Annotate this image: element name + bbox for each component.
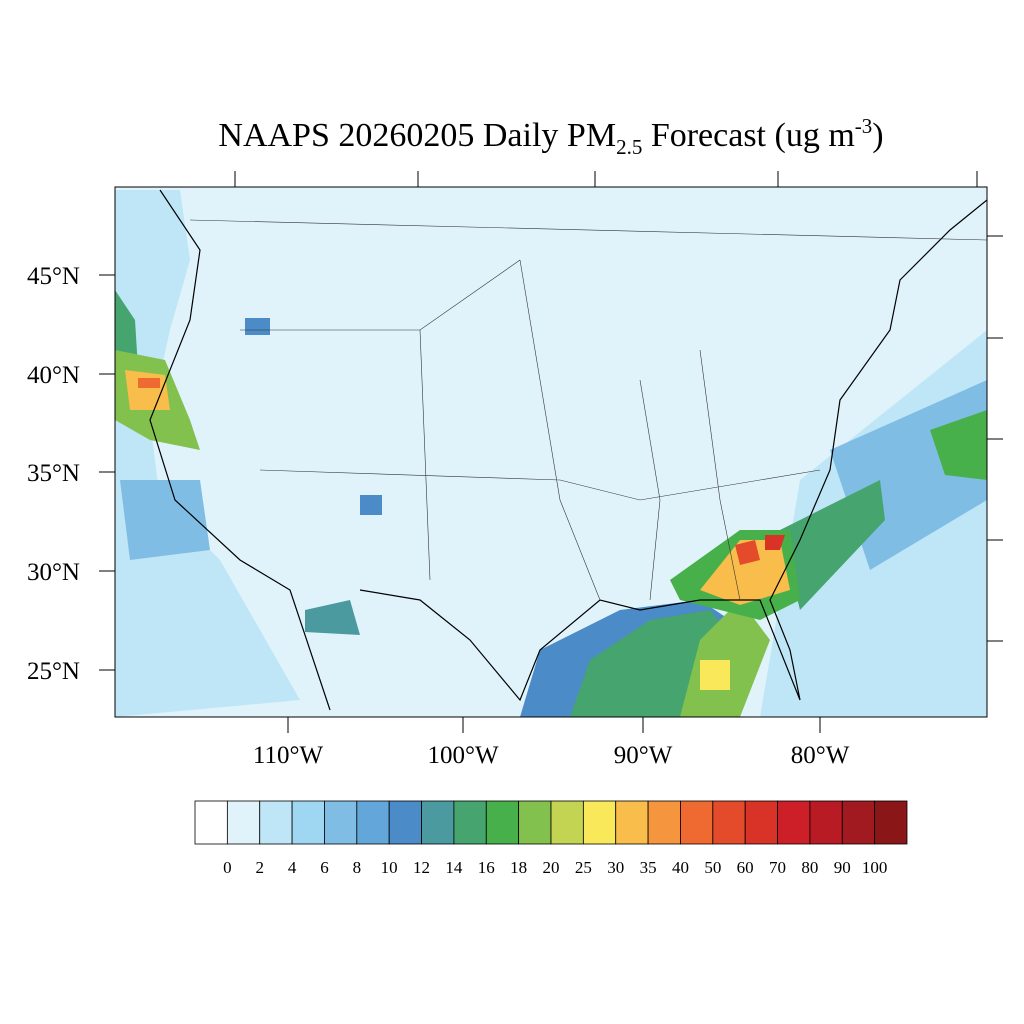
colorbar-label: 30 <box>607 858 624 877</box>
lon-label: 90°W <box>614 742 673 769</box>
region <box>700 660 730 690</box>
colorbar-label: 2 <box>255 858 264 877</box>
region <box>115 190 300 717</box>
colorbar: 0 2 4 6 8 10 12 14 16 18 20 25 30 35 40 50 60 70 80 90 100 <box>194 800 908 877</box>
colorbar-label: 80 <box>801 858 818 877</box>
colorbar-box <box>324 800 358 845</box>
title-rest: Forecast (ug m <box>642 117 854 154</box>
colorbar-label: 25 <box>575 858 592 877</box>
colorbar-box <box>388 800 422 845</box>
lat-label: 25°N <box>27 658 80 685</box>
colorbar-label: 0 <box>223 858 232 877</box>
title-main: NAAPS 20260205 Daily PM <box>218 117 616 154</box>
title-end: ) <box>872 117 883 154</box>
colorbar-box <box>518 800 552 845</box>
colorbar-box <box>485 800 520 845</box>
region <box>930 410 987 480</box>
region <box>120 480 210 560</box>
colorbar-label: 18 <box>510 858 527 877</box>
colorbar-box <box>647 800 681 845</box>
region <box>125 370 170 410</box>
colorbar-box <box>712 800 746 845</box>
colorbar-box <box>291 800 325 845</box>
colorbar-label: 6 <box>320 858 329 877</box>
colorbar-label: 90 <box>834 858 851 877</box>
title: NAAPS 20260205 Daily PM2.5 Forecast (ug … <box>218 114 883 159</box>
colorbar-label: 12 <box>413 858 430 877</box>
colorbar-label: 8 <box>353 858 362 877</box>
region <box>360 495 382 515</box>
colorbar-label: 100 <box>862 858 888 877</box>
title-sub: 2.5 <box>616 135 642 159</box>
title-sup: -3 <box>855 114 873 138</box>
lat-label: 45°N <box>27 263 80 290</box>
colorbar-box <box>421 800 455 845</box>
borders <box>189 219 987 601</box>
colorbar-box <box>874 800 908 845</box>
lat-label: 35°N <box>27 460 80 487</box>
colorbar-box <box>194 800 228 845</box>
colorbar-label: 35 <box>640 858 657 877</box>
colorbar-box <box>777 800 811 845</box>
map <box>99 171 1003 733</box>
colorbar-label: 70 <box>769 858 786 877</box>
axis-labels: 45°N 40°N 35°N 30°N 25°N 110°W 100°W 90°W 80°W <box>27 263 850 769</box>
colorbar-box <box>582 800 617 845</box>
region <box>735 540 760 565</box>
colorbar-label: 60 <box>737 858 754 877</box>
colorbar-box <box>226 800 261 845</box>
colorbar-label: 50 <box>704 858 721 877</box>
coastline <box>149 189 987 711</box>
colorbar-label: 14 <box>445 858 463 877</box>
colorbar-label: 10 <box>381 858 398 877</box>
colorbar-label: 4 <box>288 858 297 877</box>
colorbar-box <box>744 800 778 845</box>
colorbar-box <box>680 800 714 845</box>
lon-label: 110°W <box>253 742 324 769</box>
region <box>765 535 785 550</box>
region <box>780 480 885 610</box>
colorbar-label: 20 <box>543 858 560 877</box>
colorbar-box <box>809 800 843 845</box>
lon-label: 100°W <box>427 742 498 769</box>
colorbar-box <box>259 800 293 845</box>
lat-label: 40°N <box>27 362 80 389</box>
region <box>700 540 790 605</box>
colorbar-box <box>841 800 876 845</box>
region <box>245 318 270 335</box>
colorbar-box <box>550 800 584 845</box>
lon-label: 80°W <box>791 742 850 769</box>
region <box>138 378 160 388</box>
lat-label: 30°N <box>27 559 80 586</box>
colorbar-box <box>453 800 487 845</box>
colorbar-label: 40 <box>672 858 689 877</box>
region <box>305 600 360 635</box>
colorbar-box <box>356 800 390 845</box>
colorbar-label: 16 <box>478 858 495 877</box>
ticks <box>99 171 1003 733</box>
colorbar-box <box>615 800 649 845</box>
map-frame <box>114 186 988 718</box>
